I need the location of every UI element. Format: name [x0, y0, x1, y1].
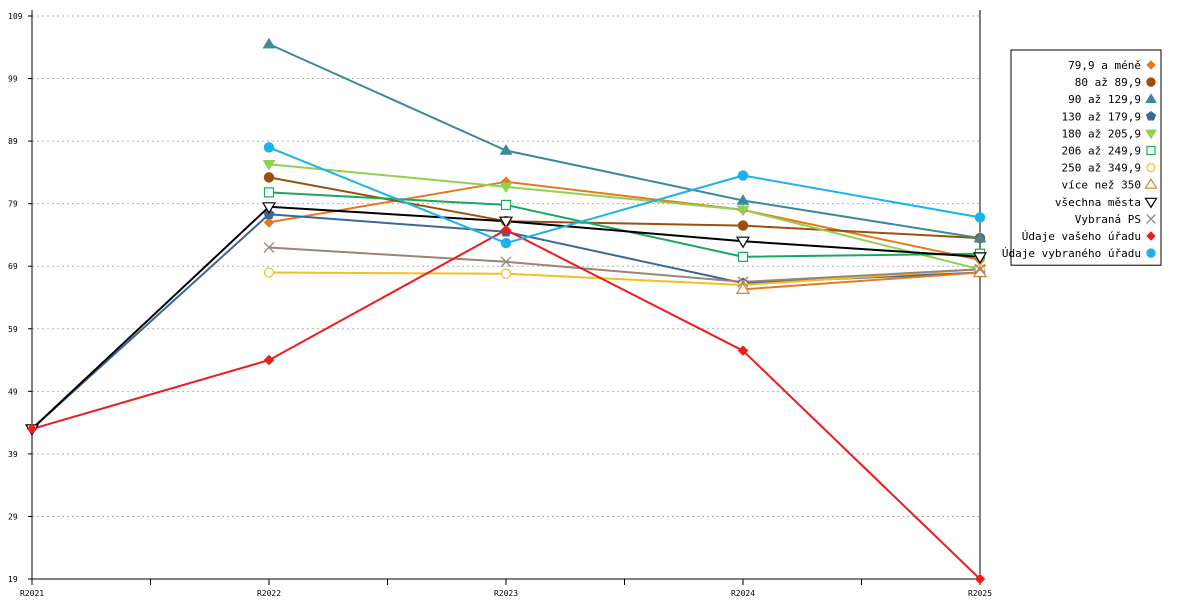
legend-label-5: 206 až 249,9 — [1062, 145, 1141, 158]
legend: 79,9 a méně 80 až 89,9 90 až 129,9 130 až 1… — [1002, 49, 1162, 266]
y-tick-label: 89 — [8, 137, 18, 146]
data-point-2-2 — [499, 144, 513, 155]
data-point-9-4 — [974, 263, 986, 275]
data-point-10-1 — [263, 354, 275, 366]
data-point-0-1 — [263, 217, 275, 228]
data-point-5-1 — [263, 187, 275, 198]
x-tick-label: R2023 — [494, 589, 518, 598]
data-point-10-0 — [26, 423, 38, 435]
series-line-9 — [268, 246, 981, 283]
legend-label-3: 130 až 179,9 — [1062, 110, 1141, 123]
data-point-4-1 — [262, 160, 276, 171]
legend-label-11: Údaje vybraného úřadu — [1002, 247, 1141, 260]
data-point-10-3 — [737, 345, 749, 357]
data-point-9-1 — [263, 241, 275, 253]
legend-marker-11 — [1146, 248, 1156, 258]
y-tick-label: 39 — [8, 450, 18, 459]
legend-marker-3 — [1145, 110, 1157, 121]
legend-label-4: 180 až 205,9 — [1062, 127, 1141, 140]
legend-marker-7 — [1144, 178, 1158, 189]
series-markers — [24, 37, 988, 585]
data-point-9-2 — [500, 256, 512, 268]
legend-label-8: všechna města — [1055, 196, 1141, 209]
series-line-6 — [268, 268, 981, 286]
data-point-5-2 — [500, 199, 512, 211]
legend-label-10: Údaje vašeho úřadu — [1022, 230, 1141, 243]
data-point-9-3 — [737, 276, 749, 288]
data-point-1-3 — [737, 220, 749, 231]
x-tick-label: R2022 — [257, 589, 281, 598]
series-line-5 — [268, 191, 981, 258]
legend-label-6: 250 až 349,9 — [1062, 162, 1141, 175]
data-point-8-3 — [735, 236, 751, 249]
legend-marker-9 — [1146, 213, 1156, 224]
data-point-11-4 — [974, 212, 986, 223]
data-point-6-2 — [500, 268, 512, 279]
series-line-11 — [268, 146, 981, 245]
legend-box — [1010, 49, 1162, 266]
legend-marker-8 — [1144, 197, 1158, 209]
data-point-2-4 — [973, 231, 987, 243]
legend-marker-2 — [1145, 93, 1157, 103]
data-point-4-2 — [499, 182, 513, 194]
y-tick-label: 29 — [8, 512, 18, 521]
data-point-10-4 — [974, 573, 986, 585]
legend-label-7: více než 350 — [1062, 179, 1141, 192]
data-point-8-1 — [261, 202, 277, 214]
data-point-7-3 — [735, 282, 751, 294]
series-line-7 — [742, 271, 981, 291]
legend-label-2: 90 až 129,9 — [1068, 93, 1141, 106]
data-point-8-2 — [498, 216, 514, 229]
data-point-1-1 — [263, 172, 275, 183]
legend-label-9: Vybraná PS — [1075, 213, 1141, 226]
y-tick-label: 109 — [8, 12, 23, 21]
y-tick-label: 99 — [8, 75, 18, 84]
x-tick-label: R2024 — [731, 589, 755, 598]
x-tick-label: R2025 — [968, 589, 992, 598]
data-point-11-2 — [500, 237, 512, 249]
data-point-4-3 — [736, 205, 750, 217]
axes: 19 29 39 49 59 69 79 89 99 109 R2021 R2022 R2023 R202… — [8, 10, 992, 598]
series-lines — [31, 43, 981, 580]
series-line-2 — [268, 43, 981, 240]
data-point-11-1 — [263, 142, 275, 153]
legend-label-0: 79,9 a méně — [1068, 59, 1141, 72]
legend-marker-4 — [1145, 129, 1157, 140]
legend-marker-0 — [1146, 60, 1156, 70]
data-point-11-3 — [737, 170, 749, 181]
y-tick-label: 69 — [8, 262, 18, 271]
series-line-1 — [268, 176, 981, 240]
x-tick-label: R2021 — [20, 589, 44, 598]
data-point-2-1 — [262, 37, 276, 49]
data-point-2-3 — [736, 194, 750, 205]
data-point-8-4 — [972, 252, 988, 265]
grid-lines — [32, 15, 980, 517]
series-line-4 — [268, 163, 981, 271]
data-point-5-3 — [737, 251, 749, 262]
data-point-6-1 — [263, 267, 275, 278]
legend-marker-10 — [1146, 231, 1156, 241]
y-tick-label: 79 — [8, 200, 18, 209]
legend-marker-5 — [1146, 145, 1156, 156]
y-tick-label: 59 — [8, 325, 18, 334]
series-line-0 — [268, 180, 981, 261]
y-tick-label: 19 — [8, 575, 18, 584]
y-tick-label: 49 — [8, 387, 18, 396]
legend-marker-6 — [1146, 163, 1156, 173]
legend-marker-1 — [1146, 77, 1156, 87]
data-point-10-2 — [500, 224, 512, 236]
legend-label-1: 80 až 89,9 — [1075, 76, 1141, 89]
